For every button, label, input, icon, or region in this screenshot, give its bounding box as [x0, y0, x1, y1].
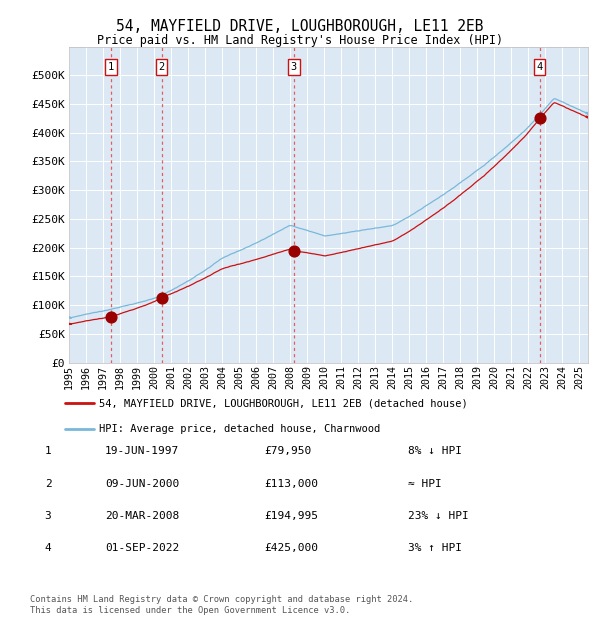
Point	[157, 293, 166, 303]
Text: 2: 2	[44, 479, 52, 489]
Text: 8% ↓ HPI: 8% ↓ HPI	[408, 446, 462, 456]
Text: ≈ HPI: ≈ HPI	[408, 479, 442, 489]
Point	[289, 246, 299, 255]
Text: Price paid vs. HM Land Registry's House Price Index (HPI): Price paid vs. HM Land Registry's House …	[97, 34, 503, 47]
Text: 3: 3	[291, 62, 297, 72]
Text: 4: 4	[44, 543, 52, 553]
Text: 3: 3	[44, 511, 52, 521]
Text: 54, MAYFIELD DRIVE, LOUGHBOROUGH, LE11 2EB (detached house): 54, MAYFIELD DRIVE, LOUGHBOROUGH, LE11 2…	[99, 398, 467, 408]
Text: 1: 1	[44, 446, 52, 456]
Text: £79,950: £79,950	[264, 446, 311, 456]
Text: 54, MAYFIELD DRIVE, LOUGHBOROUGH, LE11 2EB: 54, MAYFIELD DRIVE, LOUGHBOROUGH, LE11 2…	[116, 19, 484, 33]
Text: £194,995: £194,995	[264, 511, 318, 521]
Text: 1: 1	[108, 62, 114, 72]
Text: 2: 2	[158, 62, 164, 72]
Point	[535, 113, 545, 123]
Text: 4: 4	[536, 62, 543, 72]
Text: Contains HM Land Registry data © Crown copyright and database right 2024.: Contains HM Land Registry data © Crown c…	[30, 595, 413, 604]
Text: 20-MAR-2008: 20-MAR-2008	[105, 511, 179, 521]
Text: 01-SEP-2022: 01-SEP-2022	[105, 543, 179, 553]
Text: This data is licensed under the Open Government Licence v3.0.: This data is licensed under the Open Gov…	[30, 606, 350, 615]
Point	[106, 312, 116, 322]
Text: £113,000: £113,000	[264, 479, 318, 489]
Text: 19-JUN-1997: 19-JUN-1997	[105, 446, 179, 456]
Text: 09-JUN-2000: 09-JUN-2000	[105, 479, 179, 489]
Text: 3% ↑ HPI: 3% ↑ HPI	[408, 543, 462, 553]
Text: £425,000: £425,000	[264, 543, 318, 553]
Text: HPI: Average price, detached house, Charnwood: HPI: Average price, detached house, Char…	[99, 424, 380, 434]
Text: 23% ↓ HPI: 23% ↓ HPI	[408, 511, 469, 521]
